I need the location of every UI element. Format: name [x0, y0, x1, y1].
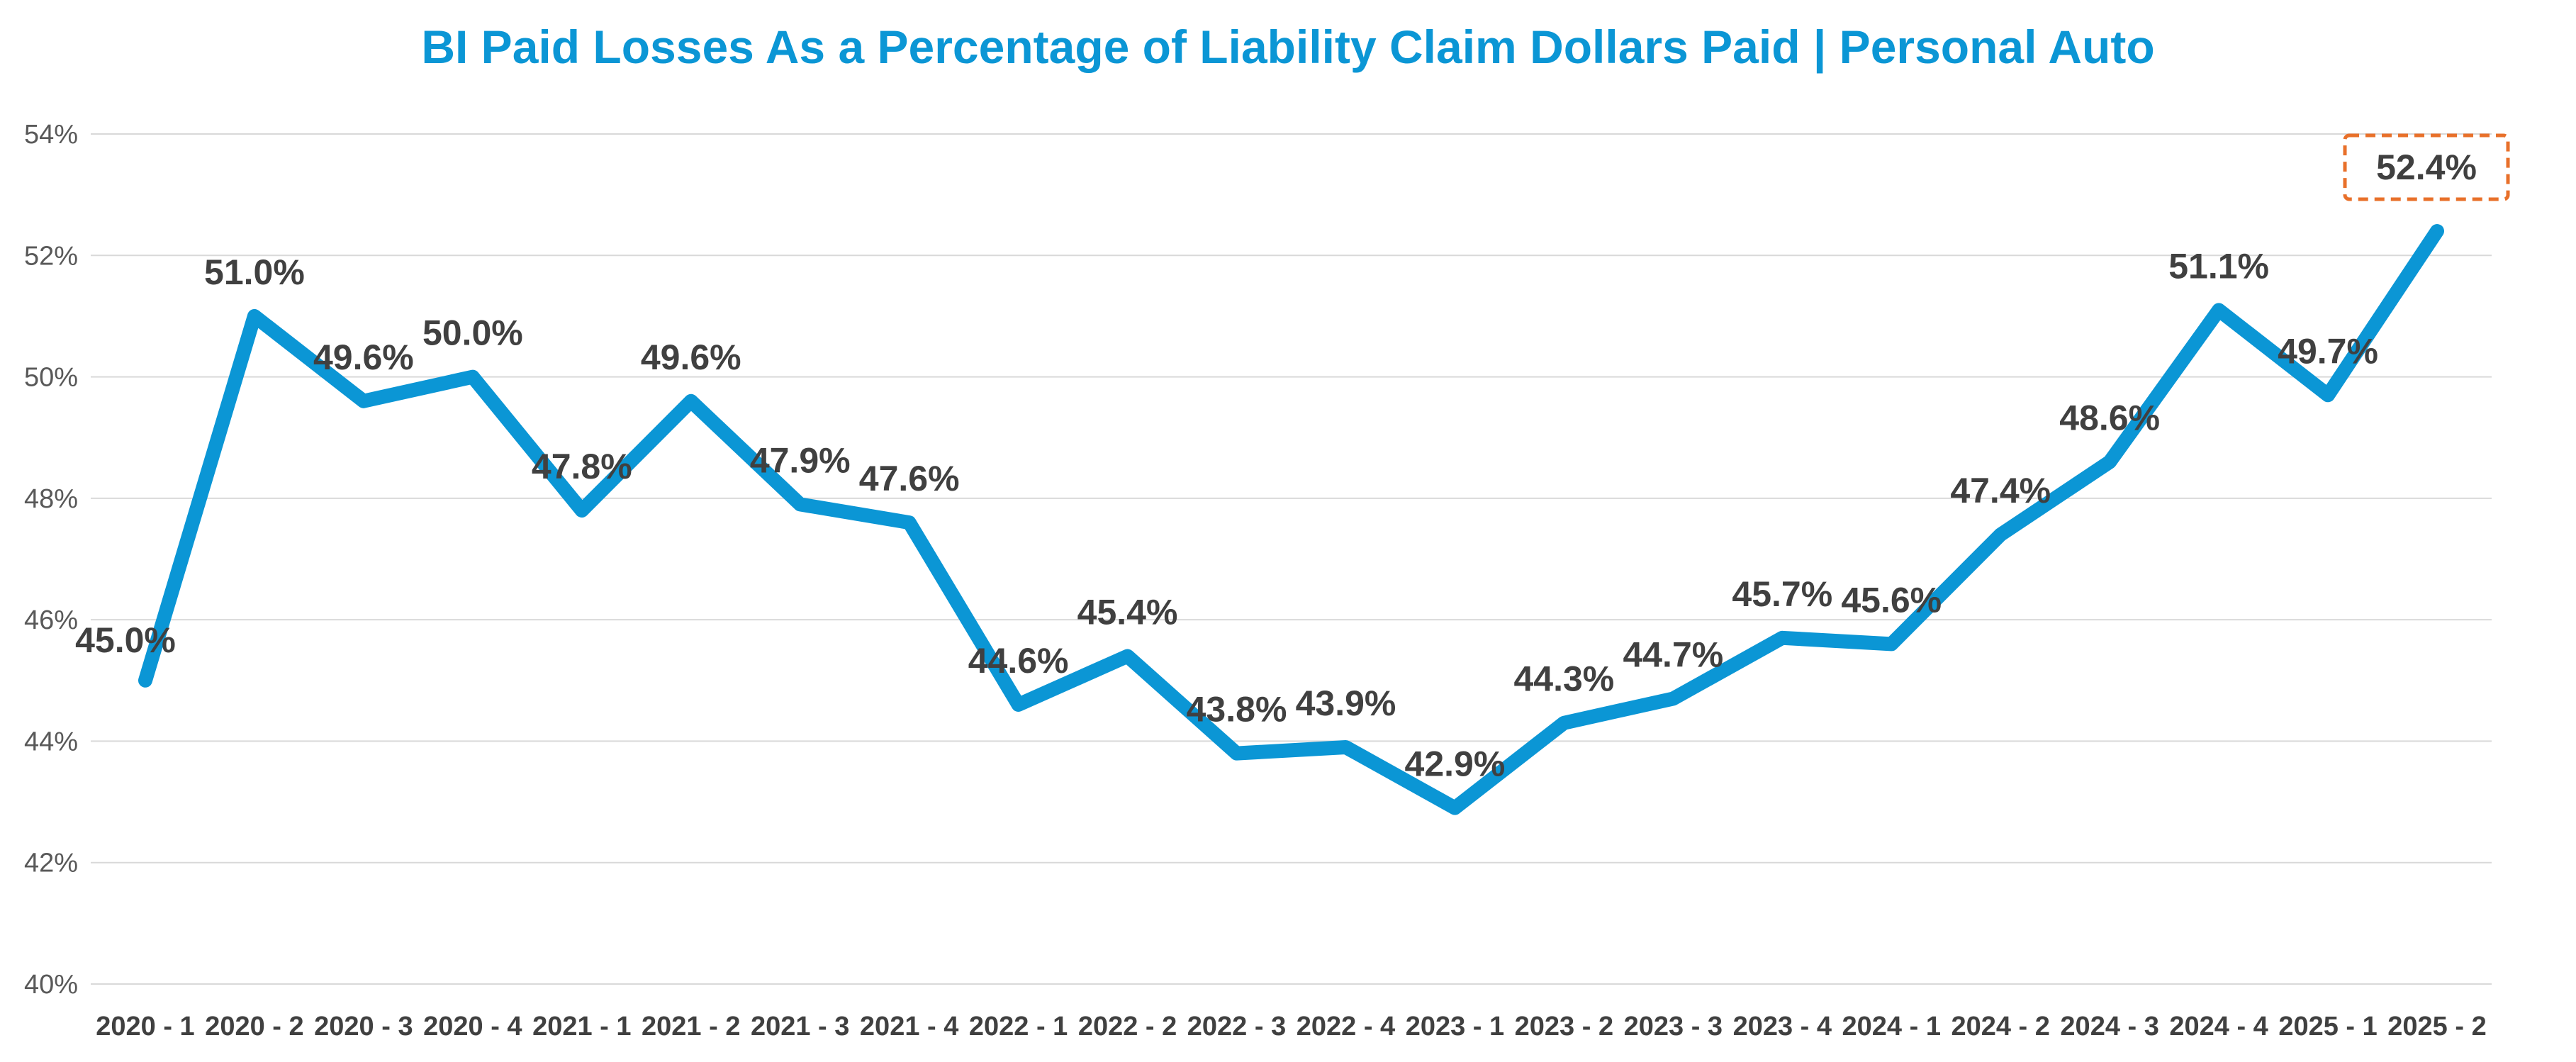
gridlines — [91, 133, 2492, 985]
data-label: 49.6% — [313, 337, 414, 377]
data-label: 44.3% — [1513, 659, 1614, 699]
data-label: 43.8% — [1187, 690, 1287, 730]
x-tick-label: 2023 - 3 — [1624, 1012, 1723, 1041]
data-label: 51.1% — [2168, 246, 2269, 286]
data-label: 50.0% — [422, 313, 523, 353]
x-tick-label: 2022 - 2 — [1078, 1012, 1177, 1041]
x-tick-label: 2021 - 3 — [751, 1012, 849, 1041]
y-tick-label: 46% — [24, 605, 78, 635]
data-label: 44.6% — [968, 641, 1069, 681]
y-axis-ticks: 40% 42% 44% 46% 48% 50% 52% 54% — [24, 120, 78, 1000]
data-label: 49.6% — [641, 337, 741, 377]
data-label: 52.4% — [2376, 147, 2477, 187]
y-tick-label: 54% — [24, 120, 78, 150]
x-tick-label: 2023 - 2 — [1515, 1012, 1613, 1041]
data-label: 45.4% — [1077, 593, 1178, 632]
data-label: 45.6% — [1841, 580, 1942, 620]
data-label: 47.4% — [1950, 471, 2051, 510]
data-label: 47.6% — [859, 459, 960, 498]
x-tick-label: 2022 - 3 — [1187, 1012, 1286, 1041]
data-label: 47.9% — [750, 440, 851, 480]
x-tick-label: 2020 - 2 — [205, 1012, 303, 1041]
x-tick-label: 2023 - 4 — [1733, 1012, 1832, 1041]
x-tick-label: 2021 - 2 — [642, 1012, 740, 1041]
data-label: 49.7% — [2278, 331, 2378, 371]
y-tick-label: 40% — [24, 970, 78, 1000]
x-tick-label: 2020 - 4 — [423, 1012, 522, 1041]
x-tick-label: 2020 - 3 — [314, 1012, 413, 1041]
data-labels: 45.0%51.0%49.6%50.0%47.8%49.6%47.9% 47.6%… — [75, 133, 2510, 784]
data-label: 47.8% — [532, 447, 632, 486]
chart-title: BI Paid Losses As a Percentage of Liabil… — [421, 21, 2155, 73]
x-tick-label: 2025 - 1 — [2278, 1012, 2377, 1041]
data-label: 45.0% — [75, 620, 176, 660]
y-tick-label: 44% — [24, 727, 78, 756]
x-axis-ticks: 2020 - 1 2020 - 2 2020 - 3 2020 - 4 2021 - 1… — [96, 1012, 2486, 1041]
series-line — [138, 224, 2444, 815]
y-tick-label: 50% — [24, 363, 78, 393]
x-tick-label: 2022 - 1 — [969, 1012, 1068, 1041]
data-label: 42.9% — [1405, 744, 1506, 784]
data-label: 48.6% — [2059, 398, 2160, 437]
y-tick-label: 42% — [24, 849, 78, 878]
data-label: 51.0% — [204, 252, 305, 292]
data-label: 43.9% — [1296, 683, 1396, 723]
y-tick-label: 48% — [24, 484, 78, 514]
data-label: 44.7% — [1623, 635, 1723, 674]
x-tick-label: 2024 - 4 — [2169, 1012, 2268, 1041]
highlight-box — [2343, 133, 2510, 201]
series-line-group — [138, 224, 2444, 815]
data-label: 45.7% — [1732, 574, 1832, 614]
x-tick-label: 2025 - 2 — [2387, 1012, 2486, 1041]
x-tick-label: 2024 - 1 — [1842, 1012, 1941, 1041]
y-tick-label: 52% — [24, 241, 78, 271]
x-tick-label: 2021 - 1 — [532, 1012, 631, 1041]
x-tick-label: 2021 - 4 — [860, 1012, 958, 1041]
x-tick-label: 2020 - 1 — [96, 1012, 194, 1041]
x-tick-label: 2024 - 3 — [2060, 1012, 2158, 1041]
x-tick-label: 2022 - 4 — [1297, 1012, 1395, 1041]
x-tick-label: 2023 - 1 — [1406, 1012, 1504, 1041]
x-tick-label: 2024 - 2 — [1951, 1012, 2049, 1041]
